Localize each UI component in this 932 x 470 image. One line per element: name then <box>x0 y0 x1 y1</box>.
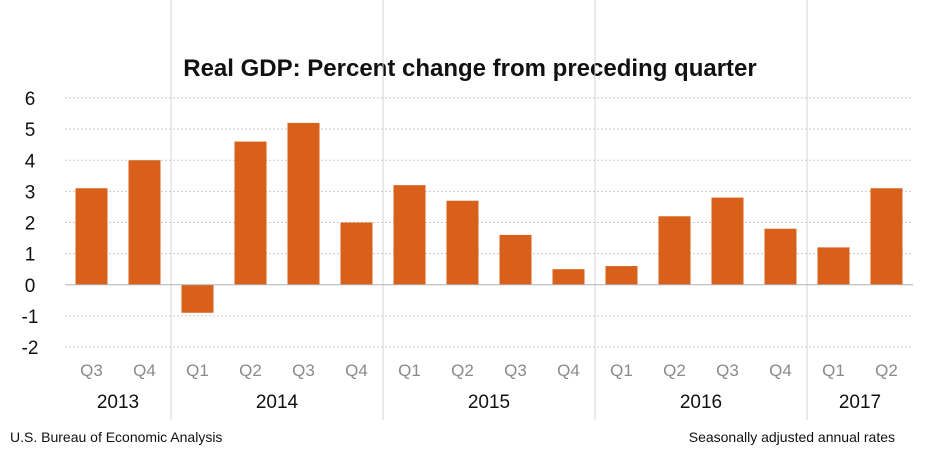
x-tick-label: Q1 <box>186 361 209 380</box>
bars <box>75 122 903 313</box>
bar <box>552 269 585 285</box>
bar <box>658 216 691 285</box>
x-tick-label: Q4 <box>133 361 156 380</box>
y-tick-label: 3 <box>25 182 36 203</box>
bar <box>128 160 161 285</box>
y-tick-label: -2 <box>22 338 39 359</box>
year-separators <box>170 0 808 420</box>
source-note: U.S. Bureau of Economic Analysis <box>10 429 222 445</box>
y-tick-label: 0 <box>25 276 36 297</box>
y-tick-label: 1 <box>25 245 36 266</box>
x-tick-label: Q3 <box>80 361 103 380</box>
y-tick-label: -1 <box>22 307 39 328</box>
x-tick-label: Q3 <box>504 361 527 380</box>
bar <box>340 222 373 285</box>
bar <box>234 141 267 285</box>
x-tick-label: Q1 <box>822 361 845 380</box>
y-tick-label: 4 <box>25 151 36 172</box>
bar <box>287 122 320 285</box>
y-axis-ticks: 6 5 4 3 2 1 0 -1 -2 <box>22 89 39 359</box>
year-label: 2013 <box>97 392 139 413</box>
year-label: 2017 <box>839 392 881 413</box>
bar <box>446 200 479 285</box>
bar <box>711 197 744 285</box>
year-label: 2015 <box>468 392 510 413</box>
x-tick-label: Q2 <box>239 361 262 380</box>
bar <box>817 247 850 285</box>
bar <box>870 188 903 285</box>
bar <box>181 284 214 313</box>
x-tick-label: Q3 <box>716 361 739 380</box>
bar <box>499 234 532 285</box>
bar <box>75 188 108 285</box>
y-tick-label: 5 <box>25 120 36 141</box>
bar <box>605 266 638 285</box>
y-tick-label: 6 <box>25 89 36 110</box>
y-tick-label: 2 <box>25 214 36 235</box>
bar <box>764 228 797 285</box>
year-labels: 2013 2014 2015 2016 2017 <box>97 392 881 413</box>
x-axis-ticks: Q3 Q4 Q1 Q2 Q3 Q4 Q1 Q2 Q3 Q4 Q1 Q2 Q3 Q4 Q1 Q2 <box>80 361 898 380</box>
x-tick-label: Q1 <box>610 361 633 380</box>
x-tick-label: Q4 <box>345 361 368 380</box>
x-tick-label: Q3 <box>292 361 315 380</box>
x-tick-label: Q2 <box>663 361 686 380</box>
bar <box>393 185 426 285</box>
x-tick-label: Q2 <box>451 361 474 380</box>
rates-note: Seasonally adjusted annual rates <box>689 429 895 445</box>
year-label: 2014 <box>256 392 299 413</box>
x-tick-label: Q2 <box>875 361 898 380</box>
gridlines <box>65 97 913 348</box>
x-tick-label: Q1 <box>398 361 421 380</box>
x-tick-label: Q4 <box>557 361 580 380</box>
chart-title: Real GDP: Percent change from preceding … <box>183 55 756 82</box>
year-label: 2016 <box>680 392 722 413</box>
x-tick-label: Q4 <box>769 361 792 380</box>
